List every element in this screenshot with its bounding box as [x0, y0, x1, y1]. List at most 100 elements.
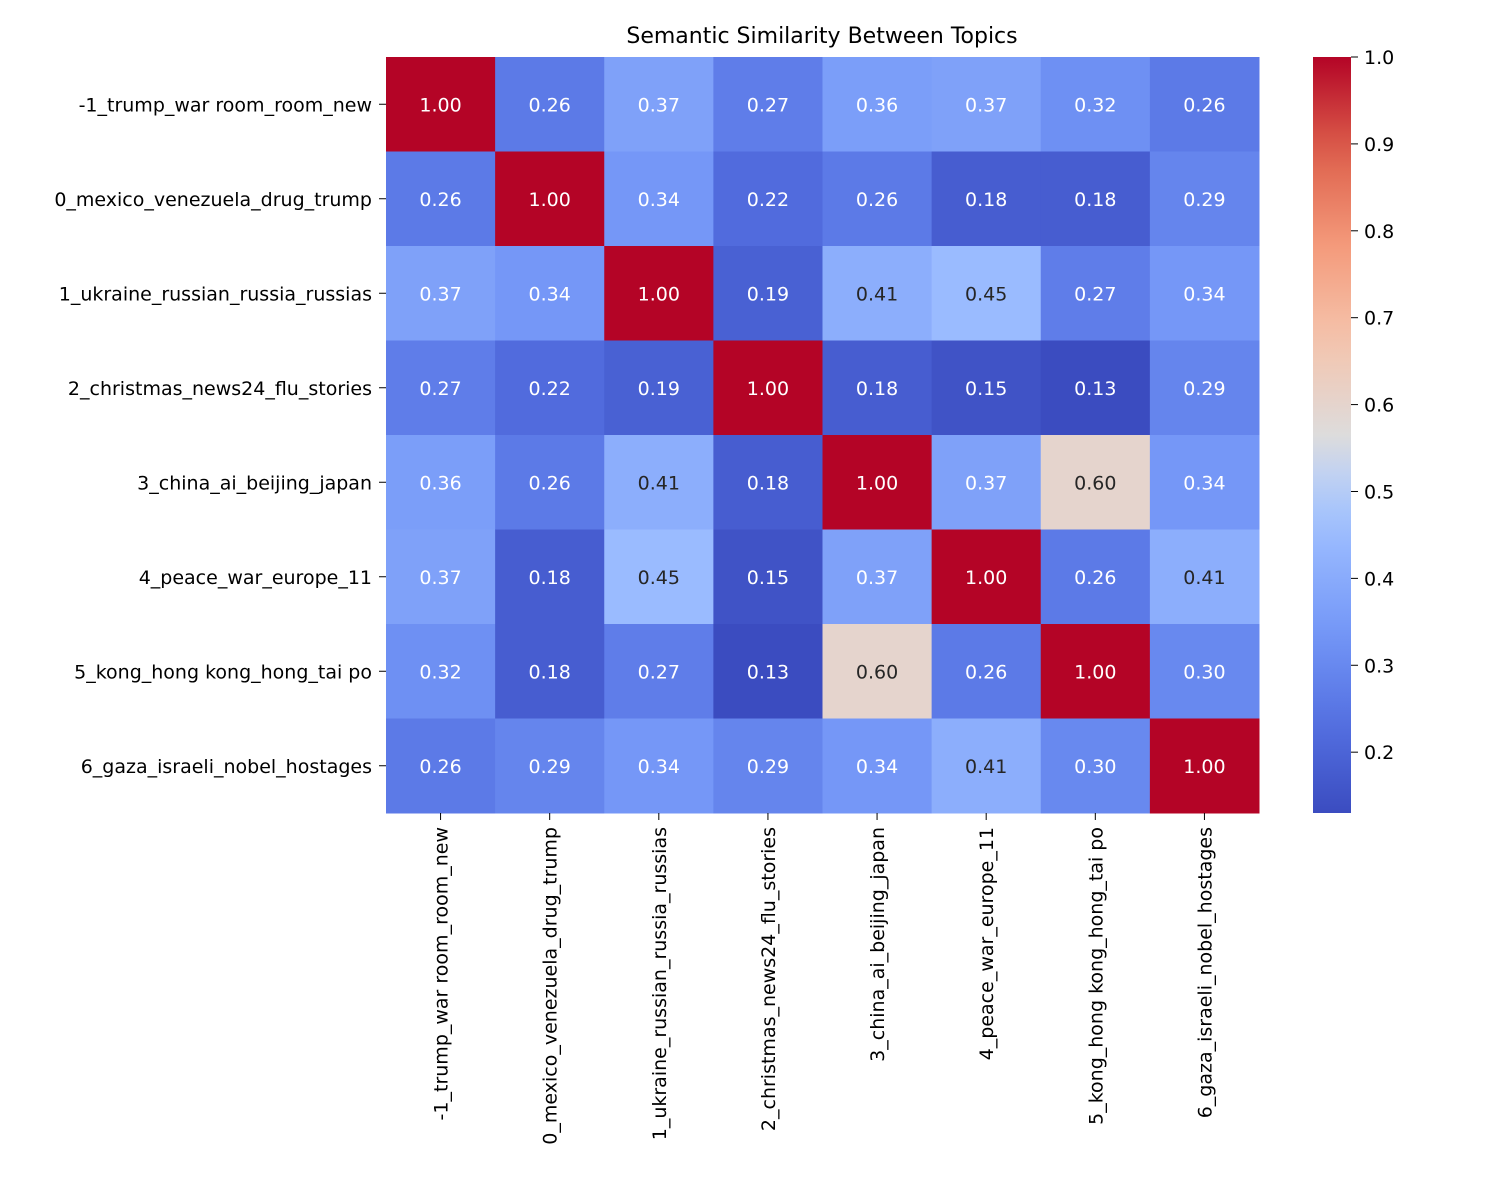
cell-value-label: 0.37 — [419, 567, 461, 589]
heatmap-cell — [1040, 151, 1151, 247]
x-tick-label: 3_china_ai_beijing_japan — [867, 827, 889, 1062]
heatmap-cell — [386, 435, 496, 530]
heatmap-cell — [1149, 435, 1260, 530]
cell-value-label: 0.26 — [965, 661, 1007, 683]
cell-value-label: 0.13 — [747, 661, 789, 683]
colorbar-tick-label: 1.0 — [1364, 47, 1394, 69]
cell-value-label: 0.26 — [1074, 567, 1116, 589]
cell-value-label: 0.30 — [1074, 756, 1116, 778]
cell-value-label: 0.34 — [638, 189, 680, 211]
cell-value-label: 1.00 — [529, 189, 571, 211]
heatmap-cell — [931, 246, 1042, 341]
chart-title: Semantic Similarity Between Topics — [626, 24, 1017, 49]
heatmap-cell — [1040, 435, 1151, 530]
cell-value-label: 1.00 — [638, 283, 680, 305]
heatmap-cell — [1149, 529, 1260, 625]
cell-value-label: 0.37 — [965, 472, 1007, 494]
cell-value-label: 0.45 — [638, 567, 680, 589]
y-tick-label: -1_trump_war room_room_new — [79, 94, 372, 116]
x-tick-label: 1_ukraine_russian_russia_russias — [649, 827, 671, 1140]
heatmap-cell — [495, 718, 605, 814]
heatmap-cell — [1040, 246, 1151, 341]
cell-value-label: 0.30 — [1183, 661, 1225, 683]
x-tick-label: -1_trump_war room_room_new — [431, 827, 453, 1120]
heatmap-cell — [931, 624, 1042, 719]
heatmap-cell — [1040, 340, 1151, 436]
cell-value-label: 0.36 — [419, 472, 461, 494]
cell-value-label: 0.18 — [747, 472, 789, 494]
cell-value-label: 0.18 — [965, 189, 1007, 211]
cell-value-label: 0.34 — [856, 756, 898, 778]
cell-value-label: 0.29 — [747, 756, 789, 778]
y-tick-label: 5_kong_hong kong_hong_tai po — [74, 661, 372, 683]
heatmap-cell — [386, 340, 496, 436]
heatmap-cell — [713, 57, 823, 152]
cell-value-label: 0.32 — [1074, 94, 1116, 116]
heatmap-cell — [931, 435, 1042, 530]
cell-value-label: 0.18 — [529, 567, 571, 589]
cell-value-label: 0.26 — [419, 756, 461, 778]
cell-value-label: 0.15 — [747, 567, 789, 589]
y-tick-label: 1_ukraine_russian_russia_russias — [59, 283, 372, 305]
heatmap-cell — [495, 151, 605, 247]
cell-value-label: 0.29 — [1183, 189, 1225, 211]
cell-value-label: 1.00 — [1183, 756, 1225, 778]
heatmap-cell — [386, 624, 496, 719]
cell-value-label: 0.18 — [529, 661, 571, 683]
heatmap-cell — [386, 57, 496, 152]
x-tick-label: 5_kong_hong kong_hong_tai po — [1085, 827, 1107, 1125]
colorbar-tick-label: 0.7 — [1364, 308, 1394, 330]
heatmap-cell — [604, 246, 714, 341]
cell-value-label: 0.34 — [1183, 472, 1225, 494]
heatmap-cell — [822, 57, 933, 152]
colorbar — [1313, 57, 1351, 813]
cell-value-label: 0.29 — [1183, 378, 1225, 400]
colorbar-tick-label: 0.2 — [1364, 742, 1394, 764]
cell-value-label: 1.00 — [747, 378, 789, 400]
cell-value-label: 0.18 — [856, 378, 898, 400]
colorbar-tick-label: 0.8 — [1364, 221, 1394, 243]
cell-value-label: 0.18 — [1074, 189, 1116, 211]
cell-value-label: 0.41 — [1183, 567, 1225, 589]
colorbar-tick-label: 0.5 — [1364, 481, 1394, 503]
cell-value-label: 0.37 — [638, 94, 680, 116]
heatmap-cell — [822, 435, 933, 530]
heatmap-cell — [1149, 57, 1260, 152]
cell-value-label: 0.19 — [638, 378, 680, 400]
cell-value-label: 0.27 — [638, 661, 680, 683]
heatmap-cell — [713, 340, 823, 436]
cell-value-label: 0.45 — [965, 283, 1007, 305]
heatmap-cell — [1149, 340, 1260, 436]
heatmap-cell — [495, 340, 605, 436]
cell-value-label: 0.41 — [856, 283, 898, 305]
cell-value-label: 0.41 — [638, 472, 680, 494]
cell-value-label: 0.15 — [965, 378, 1007, 400]
cell-value-label: 0.13 — [1074, 378, 1116, 400]
cell-value-label: 0.37 — [856, 567, 898, 589]
heatmap-cell — [604, 435, 714, 530]
heatmap-cell — [604, 718, 714, 814]
heatmap-cell — [386, 246, 496, 341]
cell-value-label: 1.00 — [856, 472, 898, 494]
cell-value-label: 0.26 — [856, 189, 898, 211]
colorbar-tick-label: 0.9 — [1364, 134, 1394, 156]
heatmap-cell — [931, 529, 1042, 625]
x-tick-label: 6_gaza_israeli_nobel_hostages — [1194, 827, 1216, 1118]
x-tick-label: 4_peace_war_europe_11 — [976, 827, 998, 1060]
heatmap-cell — [495, 57, 605, 152]
heatmap-cell — [713, 624, 823, 719]
cell-value-label: 0.36 — [856, 94, 898, 116]
heatmap-cell — [1149, 246, 1260, 341]
heatmap-cell — [604, 529, 714, 625]
cell-value-label: 0.26 — [529, 94, 571, 116]
heatmap-cell — [604, 340, 714, 436]
heatmap-cell — [822, 340, 933, 436]
heatmap-cell — [1149, 624, 1260, 719]
colorbar-tick-label: 0.6 — [1364, 395, 1394, 417]
heatmap-cell — [1040, 718, 1151, 814]
cell-value-label: 0.29 — [529, 756, 571, 778]
heatmap-cell — [386, 529, 496, 625]
heatmap-cell — [604, 57, 714, 152]
heatmap-cell — [931, 57, 1042, 152]
heatmap-cell — [822, 624, 933, 719]
